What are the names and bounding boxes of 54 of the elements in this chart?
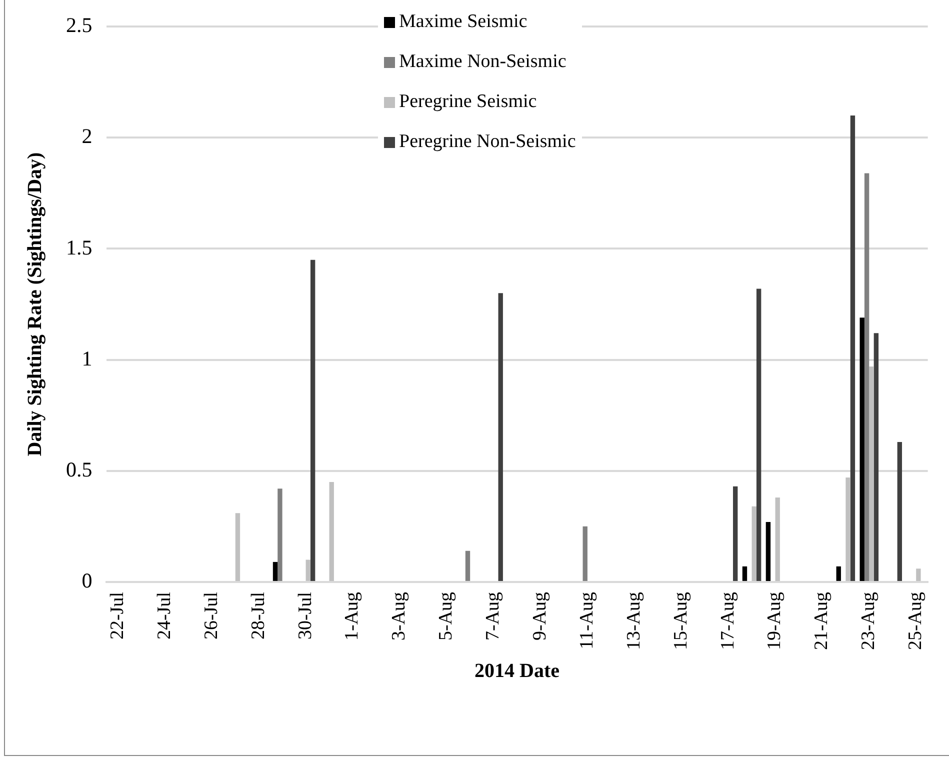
bar bbox=[874, 333, 879, 581]
bar bbox=[850, 115, 856, 581]
x-tick-label: 17-Aug bbox=[717, 591, 738, 650]
x-tick-label: 9-Aug bbox=[529, 591, 550, 641]
bar bbox=[897, 442, 902, 581]
x-tick-label: 21-Aug bbox=[811, 591, 832, 650]
x-tick-label: 13-Aug bbox=[623, 591, 644, 650]
bar bbox=[732, 486, 738, 581]
bar bbox=[742, 566, 748, 581]
x-tick-label: 28-Jul bbox=[248, 592, 269, 640]
x-tick-label: 19-Aug bbox=[764, 591, 786, 650]
bar bbox=[864, 173, 870, 581]
y-tick-label: 1 bbox=[82, 346, 92, 370]
y-tick-label: 0.5 bbox=[66, 457, 92, 482]
x-tick-label: 22-Jul bbox=[106, 592, 128, 640]
legend-label: Peregrine Non-Seismic bbox=[399, 131, 576, 153]
bar bbox=[836, 566, 841, 581]
bar bbox=[235, 513, 240, 581]
bar bbox=[846, 478, 850, 581]
bar bbox=[766, 522, 771, 581]
bar bbox=[465, 550, 470, 581]
x-tick-label: 11-Aug bbox=[576, 591, 598, 650]
bar bbox=[775, 498, 780, 581]
x-tick-label: 15-Aug bbox=[670, 591, 692, 650]
y-tick-label: 2 bbox=[82, 124, 92, 148]
x-tick-label: 1-Aug bbox=[342, 591, 363, 641]
bar bbox=[278, 488, 282, 581]
x-axis-title: 2014 Date bbox=[474, 660, 560, 682]
y-tick-label: 1.5 bbox=[66, 235, 92, 260]
x-tick-label: 3-Aug bbox=[388, 591, 410, 641]
x-tick-label: 24-Jul bbox=[154, 592, 175, 640]
legend-label: Maxime Non-Seismic bbox=[399, 51, 566, 73]
bar bbox=[272, 562, 278, 581]
y-tick-label: 2.5 bbox=[66, 13, 92, 38]
x-tick-label: 23-Aug bbox=[858, 591, 880, 650]
legend-label: Maxime Seismic bbox=[399, 11, 528, 33]
bar bbox=[498, 293, 503, 581]
y-tick-label: 0 bbox=[82, 568, 92, 592]
bar bbox=[869, 366, 874, 581]
x-tick-label: 7-Aug bbox=[482, 591, 504, 641]
legend-label: Peregrine Seismic bbox=[399, 91, 537, 113]
bar bbox=[916, 568, 921, 581]
x-tick-label: 5-Aug bbox=[436, 591, 457, 641]
x-tick-label: 26-Jul bbox=[200, 592, 222, 640]
x-tick-label: 30-Jul bbox=[294, 592, 316, 640]
bar bbox=[752, 506, 756, 581]
bar bbox=[860, 318, 864, 581]
bar bbox=[582, 526, 588, 581]
x-tick-label: 25-Aug bbox=[905, 591, 926, 650]
y-axis-title: Daily Sighting Rate (Sightings/Day) bbox=[24, 152, 46, 456]
bar bbox=[310, 260, 316, 581]
bar bbox=[306, 560, 310, 581]
bar bbox=[756, 288, 762, 581]
bar bbox=[329, 482, 334, 581]
